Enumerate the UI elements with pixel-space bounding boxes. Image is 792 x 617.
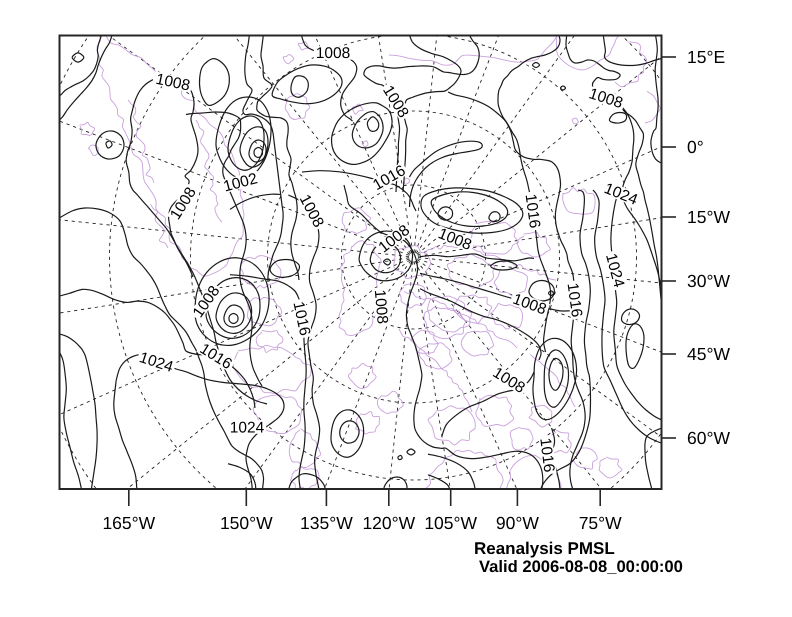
svg-text:15°E: 15°E [687,47,725,67]
svg-text:Valid 2006-08-08_00:00:00: Valid 2006-08-08_00:00:00 [479,557,683,576]
svg-text:1008: 1008 [371,289,391,325]
svg-text:90°W: 90°W [496,513,539,533]
svg-text:45°W: 45°W [687,344,730,364]
svg-text:0°: 0° [687,137,704,157]
svg-text:135°W: 135°W [300,513,353,533]
svg-text:165°W: 165°W [102,513,155,533]
svg-text:75°W: 75°W [579,513,622,533]
svg-text:1008: 1008 [316,45,350,62]
svg-text:15°W: 15°W [687,207,730,227]
svg-text:105°W: 105°W [424,513,477,533]
svg-text:Reanalysis PMSL: Reanalysis PMSL [474,539,615,558]
svg-text:60°W: 60°W [687,428,730,448]
svg-text:1024: 1024 [230,419,265,436]
svg-text:30°W: 30°W [687,271,730,291]
svg-text:120°W: 120°W [362,513,415,533]
svg-text:150°W: 150°W [220,513,273,533]
